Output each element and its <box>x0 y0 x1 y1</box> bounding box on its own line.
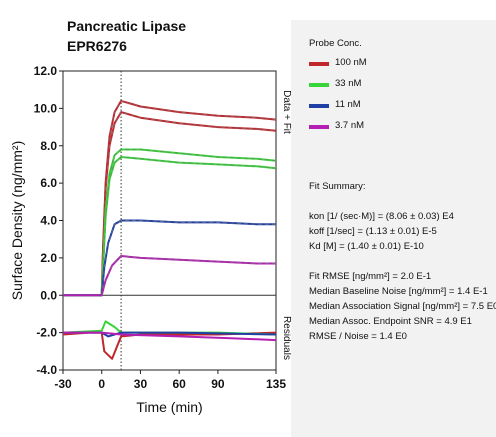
fit-summary-title: Fit Summary: <box>309 181 366 192</box>
series-11nm-data-upper <box>63 219 276 297</box>
x-tick-label: -30 <box>54 377 72 391</box>
series-100nm-data-lower <box>63 111 277 297</box>
y-tick-label: -2.0 <box>36 326 57 340</box>
y-tick-label: 0.0 <box>40 288 57 302</box>
legend-label-11nm: 11 nM <box>335 99 361 110</box>
legend-swatch-33nm <box>309 83 329 87</box>
legend-swatch-11nm <box>309 104 329 108</box>
legend-label-33nm: 33 nM <box>335 78 362 89</box>
fit-3.7nm-data-upper <box>101 255 276 296</box>
fit-11nm-data-upper <box>101 220 276 296</box>
y-tick-label: 2.0 <box>40 251 57 265</box>
y-tick-label: 12.0 <box>34 64 58 78</box>
fit-33nm-data-lower <box>101 156 277 296</box>
legend-swatch-3.7nm <box>309 125 329 129</box>
stat-endpoint-snr: Median Assoc. Endpoint SNR = 4.9 E1 <box>309 316 472 327</box>
y-tick-label: -4.0 <box>36 363 57 377</box>
fit-koff: koff [1/sec] = (1.13 ± 0.01) E-5 <box>309 226 437 237</box>
fit-kon: kon [1/ (sec·M)] = (8.06 ± 0.03) E4 <box>309 211 454 222</box>
stat-fit-rmse: Fit RMSE [ng/mm²] = 2.0 E-1 <box>309 271 432 282</box>
series-3.7nm-data-upper <box>63 255 276 297</box>
chart-title: Pancreatic Lipase <box>67 18 187 34</box>
legend-label-3.7nm: 3.7 nM <box>335 120 365 131</box>
legend-label-100nm: 100 nM <box>335 57 367 68</box>
fit-100nm-data-upper <box>101 100 277 296</box>
stat-rmse-noise: RMSE / Noise = 1.4 E0 <box>309 331 407 342</box>
y-tick-label: 4.0 <box>40 214 57 228</box>
x-axis-label: Time (min) <box>136 399 202 415</box>
x-tick-label: 0 <box>98 377 105 391</box>
legend-title: Probe Conc. <box>309 38 362 49</box>
data-fit-label: Data + Fit <box>281 90 292 134</box>
residual-3.7nm <box>63 331 277 342</box>
x-tick-label: 90 <box>211 377 225 391</box>
legend-swatch-100nm <box>309 62 329 66</box>
chart-subtitle: EPR6276 <box>67 38 127 54</box>
series-100nm-data-upper <box>63 99 277 297</box>
info-panel: Probe Conc. 100 nM 33 nM 11 nM 3.7 nM Fi… <box>291 20 496 437</box>
y-tick-label: 10.0 <box>34 101 58 115</box>
series-33nm-data-lower <box>63 156 277 297</box>
x-tick-label: 30 <box>134 377 148 391</box>
x-tick-label: 60 <box>173 377 187 391</box>
y-axis-label: Surface Density (ng/mm²) <box>9 141 25 300</box>
fit-kd: Kd [M] = (1.40 ± 0.01) E-10 <box>309 241 424 252</box>
y-tick-label: 8.0 <box>40 139 57 153</box>
residuals-label: Residuals <box>281 316 292 360</box>
stat-association-signal: Median Association Signal [ng/mm²] = 7.5… <box>309 301 496 312</box>
x-tick-label: 135 <box>266 377 286 391</box>
y-tick-label: 6.0 <box>40 176 57 190</box>
stat-baseline-noise: Median Baseline Noise [ng/mm²] = 1.4 E-1 <box>309 286 488 297</box>
plot-frame <box>62 70 277 371</box>
sensorgram-chart: 12.0 10.0 8.0 6.0 4.0 2.0 0.0 -2.0 -4.0-30 0 30 60 9… <box>9 64 292 415</box>
fit-100nm-data-lower <box>101 111 277 296</box>
